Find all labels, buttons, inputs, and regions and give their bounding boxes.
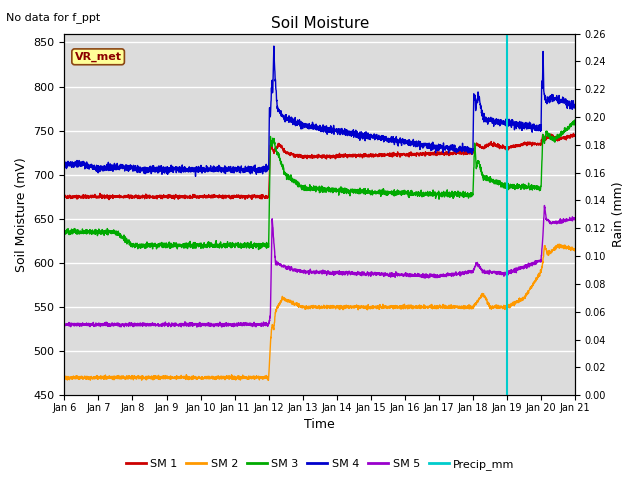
X-axis label: Time: Time [305,419,335,432]
Legend: SM 1, SM 2, SM 3, SM 4, SM 5, Precip_mm: SM 1, SM 2, SM 3, SM 4, SM 5, Precip_mm [121,455,519,474]
Text: No data for f_ppt: No data for f_ppt [6,12,100,23]
Text: VR_met: VR_met [75,52,122,62]
Y-axis label: Soil Moisture (mV): Soil Moisture (mV) [15,157,28,272]
Title: Soil Moisture: Soil Moisture [271,16,369,31]
Y-axis label: Rain (mm): Rain (mm) [612,181,625,247]
